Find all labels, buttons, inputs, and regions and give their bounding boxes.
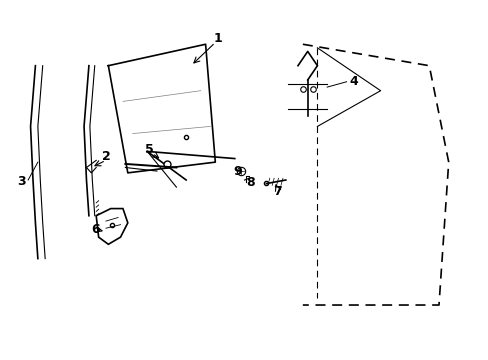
Text: 3: 3 [18, 175, 26, 188]
Text: 9: 9 [233, 165, 242, 177]
Text: 7: 7 [273, 185, 282, 198]
Text: 1: 1 [213, 32, 222, 45]
Text: 5: 5 [145, 143, 154, 156]
Text: 2: 2 [102, 150, 110, 163]
Text: 4: 4 [349, 75, 358, 88]
Text: 8: 8 [245, 176, 254, 189]
Text: 6: 6 [91, 223, 100, 236]
